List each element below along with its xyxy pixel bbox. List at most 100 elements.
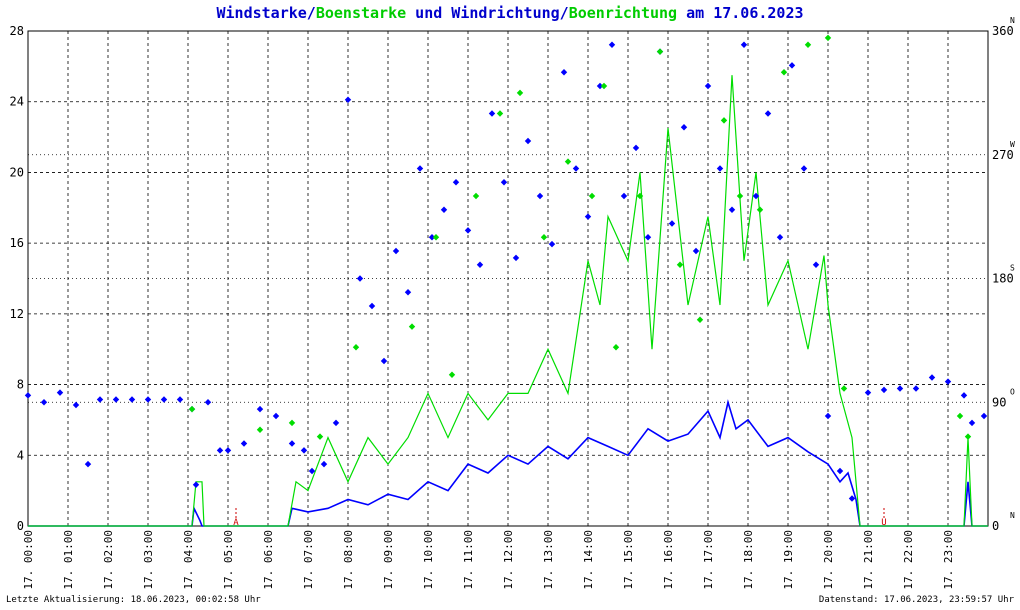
x-tick-label: 17. 17:00 [702, 530, 715, 590]
x-tick-label: 17. 16:00 [662, 530, 675, 590]
title-part-0: Windstarke [216, 4, 306, 22]
series-point [824, 34, 832, 42]
series-point [368, 302, 376, 310]
x-tick-label: 17. 22:00 [902, 530, 915, 590]
series-point [84, 460, 92, 468]
series-point [608, 41, 616, 48]
series-point [416, 165, 424, 172]
series-point [980, 412, 988, 420]
series-point [256, 426, 264, 433]
x-tick-label: 17. 03:00 [142, 530, 155, 590]
series-point [160, 396, 168, 403]
series-point [188, 405, 196, 413]
y-tick-label: 28 [10, 24, 24, 38]
footer-left: Letzte Aktualisierung: 18.06.2023, 00:02… [6, 595, 261, 605]
y-tick-label: 20 [10, 165, 24, 179]
series-point [776, 234, 784, 241]
series-point [584, 213, 592, 220]
series-point [224, 447, 232, 454]
series-boenrichtung [188, 34, 972, 440]
series-point [944, 378, 952, 385]
series-point [740, 41, 748, 48]
x-tick-label: 17. 10:00 [422, 530, 435, 590]
series-point [836, 467, 844, 475]
y-tick-label: 8 [17, 378, 24, 392]
series-point [288, 440, 296, 447]
series-point [320, 460, 328, 468]
series-line [28, 75, 988, 527]
series-point [308, 467, 316, 475]
series-point [596, 82, 604, 90]
series-point [352, 344, 360, 351]
x-tick-label: 17. 11:00 [462, 530, 475, 590]
series-point [240, 440, 248, 447]
series-point [968, 419, 976, 427]
title-part-6: Boenrichtung [569, 4, 677, 22]
series-point [452, 179, 460, 186]
y2-direction-letter: N [1010, 16, 1015, 25]
event-marker-label: U [881, 518, 886, 528]
series-point [256, 405, 264, 413]
series-point [204, 399, 212, 406]
series-point [840, 385, 848, 392]
series [24, 34, 988, 527]
x-tick-label: 17. 15:00 [622, 530, 635, 590]
series-point [964, 433, 972, 440]
series-point [472, 192, 480, 200]
series-point [720, 117, 728, 124]
series-point [716, 165, 724, 172]
series-point [272, 412, 280, 420]
series-point [680, 124, 688, 131]
grid [27, 30, 989, 527]
series-point [404, 289, 412, 296]
x-tick-label: 17. 20:00 [822, 530, 835, 590]
series-point [824, 412, 832, 420]
x-tick-label: 17. 18:00 [742, 530, 755, 590]
series-point [696, 316, 704, 323]
series-point [408, 323, 416, 330]
series-point [928, 374, 936, 381]
y-tick-label: 12 [10, 307, 24, 321]
series-point [344, 96, 352, 103]
x-tick-label: 17. 01:00 [62, 530, 75, 590]
series-point [620, 192, 628, 200]
x-tick-label: 17. 02:00 [102, 530, 115, 590]
title-part-3: und [406, 4, 451, 22]
series-point [780, 69, 788, 76]
series-point [440, 206, 448, 213]
series-point [300, 447, 308, 454]
series-point [316, 433, 324, 440]
y-tick-label: 4 [17, 448, 24, 462]
y2-tick-label: 180 [992, 272, 1014, 286]
series-point [804, 41, 812, 48]
series-point [72, 401, 80, 409]
title-part-4: Windrichtung [451, 4, 559, 22]
x-tick-label: 17. 21:00 [862, 530, 875, 590]
x-tick-label: 17. 13:00 [542, 530, 555, 590]
title-part-7: am 17.06.2023 [677, 4, 803, 22]
series-point [704, 82, 712, 90]
series-point [632, 144, 640, 152]
y-tick-label: 0 [17, 519, 24, 533]
series-point [800, 165, 808, 172]
series-point [752, 192, 760, 200]
y2-direction-letter: O [1010, 387, 1015, 396]
series-point [392, 247, 400, 255]
series-point [428, 234, 436, 241]
y2-tick-label: 360 [992, 24, 1014, 38]
series-point [24, 392, 32, 399]
x-tick-label: 17. 07:00 [302, 530, 315, 590]
series-point [432, 234, 440, 241]
series-point [812, 261, 820, 268]
series-point [736, 192, 744, 200]
series-point [288, 419, 296, 427]
x-tick-label: 17. 12:00 [502, 530, 515, 590]
footer-right: Datenstand: 17.06.2023, 23:59:57 Uhr [819, 595, 1015, 605]
series-point [864, 389, 872, 396]
series-point [848, 495, 856, 502]
y-tick-label: 16 [10, 236, 24, 250]
x-tick-label: 17. 05:00 [222, 530, 235, 590]
series-point [676, 261, 684, 268]
series-point [144, 396, 152, 403]
